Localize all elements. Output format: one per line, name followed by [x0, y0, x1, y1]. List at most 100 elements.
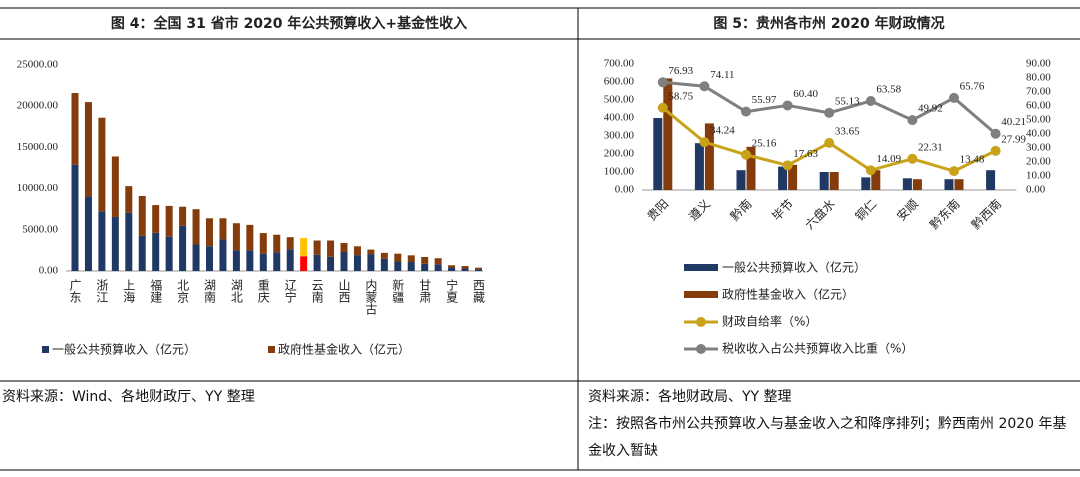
y-tick-label: 200.00: [604, 148, 635, 160]
bar: [954, 179, 964, 190]
y2-tick-label: 70.00: [1026, 86, 1051, 98]
point: [699, 81, 710, 92]
bar-segment: [219, 239, 227, 271]
bar-segment: [232, 250, 240, 271]
value-label: 49.92: [918, 103, 943, 115]
point: [990, 145, 1001, 156]
x-tick-label: 黔南: [727, 196, 755, 224]
bar-segment: [448, 267, 456, 271]
bar: [788, 164, 798, 190]
bar-segment: [407, 262, 415, 271]
x-tick-label: 上海: [122, 279, 136, 303]
point: [657, 77, 668, 88]
legend-marker: [696, 344, 706, 354]
y2-tick-label: 50.00: [1026, 114, 1051, 126]
point: [824, 107, 835, 118]
bar: [694, 143, 704, 190]
y-tick-label: 400.00: [604, 112, 635, 124]
bar-segment: [273, 252, 281, 271]
point: [907, 153, 918, 164]
bar-segment: [219, 218, 227, 240]
bar-segment: [273, 234, 281, 253]
bar-segment: [259, 253, 267, 271]
bar-segment: [286, 237, 294, 250]
bar-segment: [98, 211, 106, 271]
value-label: 58.75: [668, 90, 693, 102]
x-tick-label: 重庆: [256, 279, 270, 303]
bar-segment: [179, 225, 187, 271]
bar-segment: [125, 212, 133, 271]
value-label: 60.40: [793, 88, 818, 100]
bar-segment: [84, 102, 92, 197]
bar-segment: [232, 223, 240, 251]
bar-segment: [313, 254, 321, 271]
bar-segment: [461, 266, 469, 269]
y2-tick-label: 30.00: [1026, 142, 1051, 154]
point: [782, 160, 793, 171]
value-label: 55.97: [752, 94, 777, 106]
bar-segment: [111, 156, 119, 217]
point: [865, 95, 876, 106]
bar: [746, 146, 756, 190]
value-label: 65.76: [960, 80, 985, 92]
x-tick-label: 浙江: [95, 279, 109, 303]
legend-swatch: [684, 264, 718, 271]
bar: [736, 170, 746, 190]
note: 注：按照各市州公共预算收入与基金收入之和降序排列；黔西南州 2020 年基金收入…: [588, 416, 1067, 459]
point: [657, 102, 668, 113]
bar-segment: [327, 256, 335, 271]
bar-segment: [300, 238, 308, 257]
bar-segment: [165, 205, 173, 237]
value-label: 25.16: [752, 137, 777, 149]
bar-segment: [394, 261, 402, 271]
y-tick-label: 300.00: [604, 130, 635, 142]
x-tick-label: 黔东南: [927, 196, 963, 232]
point: [741, 149, 751, 160]
y2-tick-label: 0.00: [1026, 184, 1046, 196]
bar-segment: [206, 246, 213, 271]
y-tick-label: 5000.00: [22, 223, 58, 235]
bar: [902, 178, 912, 190]
bar: [829, 172, 839, 190]
value-label: 14.09: [876, 153, 901, 165]
bar-segment: [138, 235, 146, 271]
x-tick-label: 宁夏: [445, 278, 459, 303]
legend-label: 一般公共预算收入（亿元）: [722, 260, 866, 275]
value-label: 13.48: [960, 154, 985, 166]
bar-segment: [152, 232, 160, 271]
legend-label: 政府性基金收入（亿元）: [278, 342, 410, 357]
bar-segment: [475, 267, 482, 270]
bar-segment: [313, 240, 321, 255]
x-tick-label: 辽宁: [283, 279, 297, 303]
bar-segment: [340, 252, 348, 271]
bar-segment: [353, 246, 361, 256]
bar-segment: [434, 258, 442, 265]
y2-tick-label: 20.00: [1026, 156, 1051, 168]
y-tick-label: 0.00: [39, 265, 59, 277]
bar-segment: [407, 255, 415, 263]
value-label: 74.11: [710, 69, 734, 81]
bar-segment: [327, 240, 335, 257]
y-tick-label: 0.00: [615, 184, 635, 196]
bar-segment: [71, 93, 79, 165]
point: [949, 166, 959, 177]
x-tick-label: 西藏: [472, 279, 486, 304]
legend-swatch: [268, 346, 275, 353]
bar: [778, 166, 788, 190]
value-label: 33.65: [835, 125, 860, 137]
x-tick-label: 云南: [310, 279, 324, 303]
x-tick-label: 新疆: [391, 278, 405, 303]
bar-segment: [367, 254, 375, 271]
point: [990, 128, 1001, 139]
bar: [704, 123, 714, 190]
bar-segment: [353, 255, 361, 271]
value-label: 17.63: [793, 148, 818, 160]
bar-segment: [98, 117, 106, 212]
bar-segment: [179, 206, 187, 226]
point: [699, 137, 710, 148]
y2-tick-label: 60.00: [1026, 100, 1051, 112]
x-tick-label: 北京: [176, 279, 190, 304]
bar-segment: [434, 264, 442, 271]
bar-segment: [246, 250, 254, 271]
